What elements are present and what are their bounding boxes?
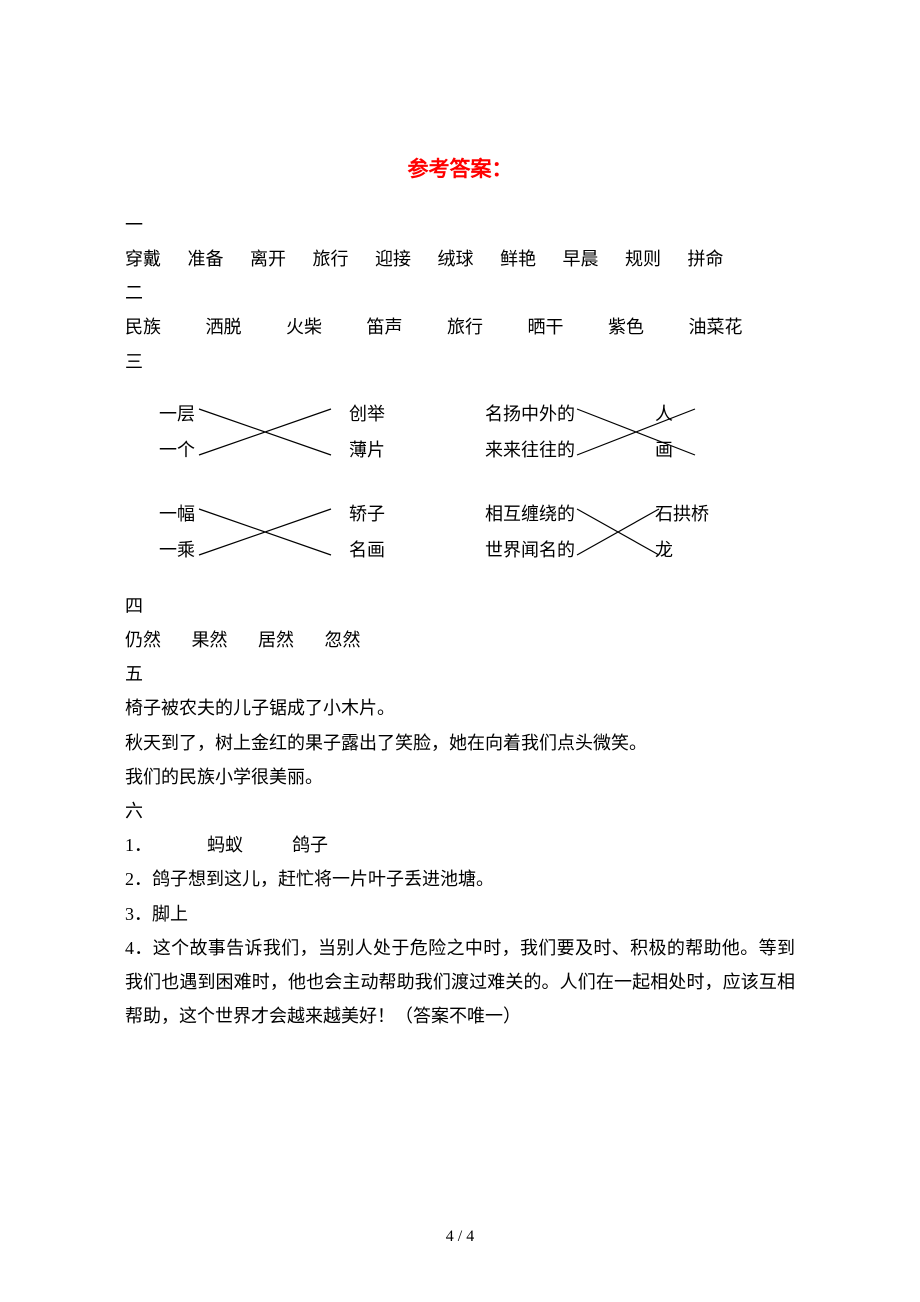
ans-word: 洒脱 bbox=[206, 317, 242, 337]
ans-word: 仍然 bbox=[125, 630, 161, 650]
cross-lines-icon bbox=[465, 497, 725, 567]
q1-prefix: 1． bbox=[125, 835, 152, 855]
ans-word: 早晨 bbox=[563, 249, 599, 269]
cross-lines-icon bbox=[145, 397, 385, 467]
ans-word: 果然 bbox=[192, 630, 228, 650]
section-1-answers: 穿戴 准备 离开 旅行 迎接 绒球 鲜艳 早晨 规则 拼命 bbox=[125, 242, 795, 276]
ans-word: 民族 bbox=[125, 317, 161, 337]
ans-word: 紫色 bbox=[608, 317, 644, 337]
ans-word: 绒球 bbox=[438, 249, 474, 269]
section-1-num: 一 bbox=[125, 208, 795, 242]
ans-word: 旅行 bbox=[313, 249, 349, 269]
ans-word: 油菜花 bbox=[689, 317, 743, 337]
match-block: 一层 一个 创举 薄片 bbox=[145, 397, 385, 467]
cross-lines-icon bbox=[145, 497, 385, 567]
ans-word: 准备 bbox=[188, 249, 224, 269]
answer-key-title: 参考答案： bbox=[125, 150, 795, 190]
section-6-num: 六 bbox=[125, 794, 795, 828]
section-4-answers: 仍然 果然 居然 忽然 bbox=[125, 623, 795, 657]
left-column: 一层 一个 创举 薄片 一幅 一乘 轿子 名画 bbox=[145, 397, 385, 567]
section-5-line: 我们的民族小学很美丽。 bbox=[125, 760, 795, 794]
section-5-num: 五 bbox=[125, 657, 795, 691]
ans-word: 晒干 bbox=[528, 317, 564, 337]
section-4-num: 四 bbox=[125, 589, 795, 623]
section-6-line: 3．脚上 bbox=[125, 897, 795, 931]
section-6-line: 4．这个故事告诉我们，当别人处于危险之中时，我们要及时、积极的帮助他。等到我们也… bbox=[125, 931, 795, 1034]
page-number: 4 / 4 bbox=[0, 1222, 920, 1252]
match-block: 一幅 一乘 轿子 名画 bbox=[145, 497, 385, 567]
ans-word: 鸽子 bbox=[292, 835, 328, 855]
ans-word: 规则 bbox=[625, 249, 661, 269]
ans-word: 离开 bbox=[250, 249, 286, 269]
ans-word: 旅行 bbox=[447, 317, 483, 337]
ans-word: 忽然 bbox=[325, 630, 361, 650]
section-5-line: 椅子被农夫的儿子锯成了小木片。 bbox=[125, 691, 795, 725]
match-block: 名扬中外的 来来往往的 人 画 bbox=[465, 397, 725, 467]
section-6-q1: 1． 蚂蚁 鸽子 bbox=[125, 828, 795, 862]
ans-word: 迎接 bbox=[375, 249, 411, 269]
section-3-num: 三 bbox=[125, 345, 795, 379]
section-2-num: 二 bbox=[125, 276, 795, 310]
ans-word: 居然 bbox=[258, 630, 294, 650]
cross-lines-icon bbox=[465, 397, 725, 467]
section-6-line: 2．鸽子想到这儿，赶忙将一片叶子丢进池塘。 bbox=[125, 862, 795, 896]
ans-word: 鲜艳 bbox=[500, 249, 536, 269]
right-column: 名扬中外的 来来往往的 人 画 相互缠绕的 世界闻名的 石拱桥 龙 bbox=[465, 397, 725, 567]
ans-word: 蚂蚁 bbox=[207, 835, 243, 855]
ans-word: 穿戴 bbox=[125, 249, 161, 269]
ans-word: 火柴 bbox=[286, 317, 322, 337]
matching-diagrams: 一层 一个 创举 薄片 一幅 一乘 轿子 名画 bbox=[145, 397, 795, 567]
ans-word: 笛声 bbox=[367, 317, 403, 337]
ans-word: 拼命 bbox=[688, 249, 724, 269]
section-2-answers: 民族 洒脱 火柴 笛声 旅行 晒干 紫色 油菜花 bbox=[125, 310, 795, 344]
section-5-line: 秋天到了，树上金红的果子露出了笑脸，她在向着我们点头微笑。 bbox=[125, 726, 795, 760]
match-block: 相互缠绕的 世界闻名的 石拱桥 龙 bbox=[465, 497, 725, 567]
page: 参考答案： 一 穿戴 准备 离开 旅行 迎接 绒球 鲜艳 早晨 规则 拼命 二 … bbox=[0, 0, 920, 1302]
